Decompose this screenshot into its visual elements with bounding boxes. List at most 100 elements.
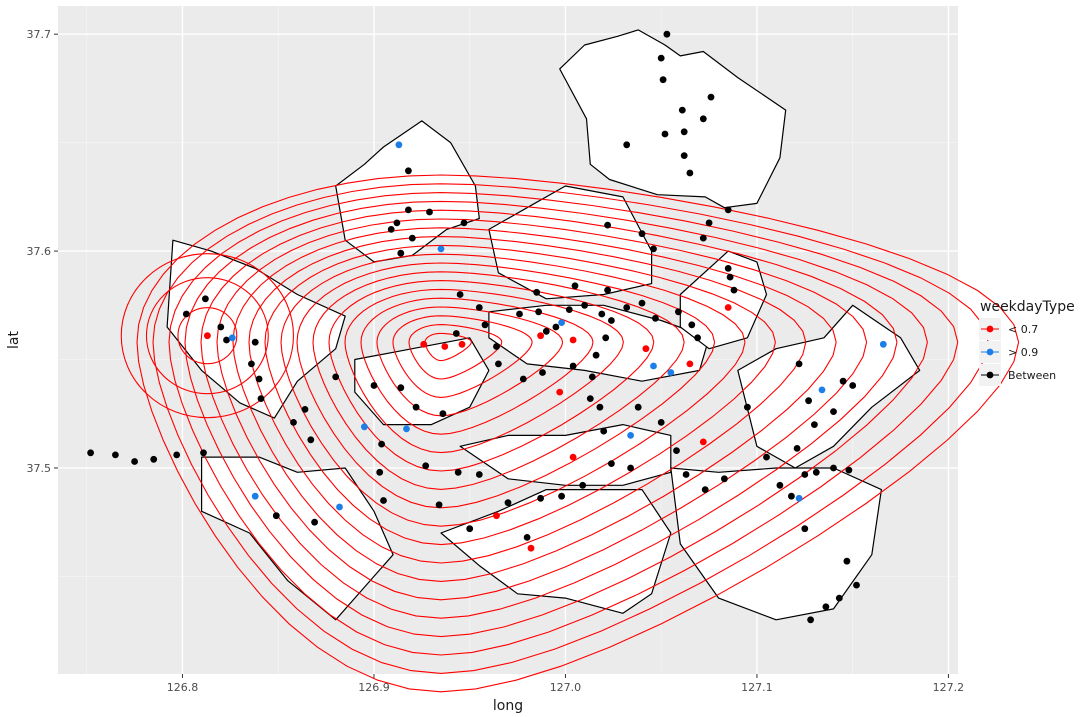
data-point — [301, 406, 309, 413]
data-point — [724, 304, 732, 311]
legend-label: Between — [1008, 369, 1056, 382]
data-point — [571, 282, 579, 290]
data-point — [405, 167, 412, 175]
data-point — [776, 481, 784, 489]
data-point — [650, 245, 657, 253]
data-point — [412, 403, 420, 411]
data-point — [667, 369, 675, 376]
data-point — [458, 340, 466, 348]
data-point — [556, 388, 564, 396]
data-point — [565, 306, 573, 313]
data-point — [879, 340, 887, 348]
contour-line — [392, 315, 533, 398]
data-point — [516, 310, 523, 318]
data-point — [638, 230, 646, 238]
legend-key-point — [986, 348, 994, 356]
data-point — [604, 286, 611, 294]
data-point — [393, 219, 401, 227]
data-point — [839, 377, 847, 385]
data-point — [537, 494, 544, 502]
data-point — [623, 304, 631, 311]
data-point — [634, 403, 642, 411]
data-point — [569, 453, 577, 461]
data-point — [408, 234, 416, 242]
data-point — [173, 451, 181, 459]
data-point — [504, 499, 512, 507]
data-point — [598, 310, 606, 318]
data-point — [588, 373, 596, 381]
data-point — [812, 468, 820, 476]
data-point — [403, 425, 410, 433]
data-point — [661, 130, 669, 138]
contour-line — [280, 253, 746, 527]
contour-line — [152, 183, 989, 674]
data-point — [519, 375, 527, 383]
data-point — [724, 206, 732, 214]
data-point — [251, 492, 259, 500]
data-point — [811, 421, 818, 428]
data-point — [420, 340, 428, 348]
data-point — [581, 301, 588, 309]
legend-label: > 0.9 — [1008, 346, 1038, 359]
data-point — [788, 492, 795, 500]
district-polygon — [559, 29, 787, 209]
legend-title: weekdayType — [980, 299, 1075, 315]
data-point — [435, 501, 443, 509]
data-point — [793, 445, 801, 452]
data-point — [699, 234, 707, 242]
data-point — [255, 375, 263, 383]
data-point — [397, 384, 405, 392]
data-point — [217, 323, 225, 331]
contour-line — [120, 253, 295, 419]
data-point — [200, 449, 207, 457]
data-point — [818, 386, 826, 394]
data-point — [542, 327, 550, 335]
data-point — [673, 447, 680, 454]
data-point — [311, 518, 318, 526]
data-point — [131, 458, 139, 465]
district-polygon — [166, 239, 346, 419]
data-point — [680, 128, 688, 136]
data-point — [795, 494, 803, 502]
data-point — [849, 382, 857, 389]
legend: weekdayType < 0.7 > 0.9 Between — [979, 299, 1075, 386]
data-point — [675, 308, 682, 316]
legend-entries: < 0.7 > 0.9 Between — [979, 318, 1056, 386]
data-point — [688, 321, 696, 329]
data-point — [493, 512, 500, 520]
contour-line — [328, 280, 655, 472]
x-tick-label: 126.9 — [358, 681, 390, 694]
x-tick-label: 126.8 — [167, 681, 199, 694]
data-point — [456, 291, 464, 298]
data-point — [801, 525, 809, 533]
y-tick-label: 37.5 — [27, 462, 52, 475]
data-point — [845, 466, 853, 474]
data-point — [202, 295, 209, 303]
contour-line — [408, 324, 503, 380]
data-point — [336, 503, 343, 511]
data-point — [608, 460, 615, 467]
y-tick-label: 37.6 — [27, 245, 52, 258]
data-point — [721, 475, 728, 483]
point-layer — [87, 30, 887, 624]
data-point — [426, 208, 433, 216]
data-point — [248, 360, 255, 368]
data-point — [537, 332, 544, 340]
legend-key-point — [986, 371, 994, 379]
data-point — [87, 449, 94, 457]
data-point — [290, 419, 297, 426]
contour-line — [264, 244, 776, 546]
data-point — [724, 265, 732, 272]
data-point — [730, 286, 738, 294]
data-point — [460, 219, 468, 227]
data-point — [705, 219, 713, 227]
data-point — [678, 106, 686, 114]
contour-line — [248, 236, 807, 564]
data-point — [569, 336, 577, 344]
data-point — [623, 141, 631, 149]
data-point — [437, 245, 445, 253]
data-point — [495, 360, 502, 368]
data-point — [533, 288, 541, 296]
data-point — [701, 486, 709, 493]
